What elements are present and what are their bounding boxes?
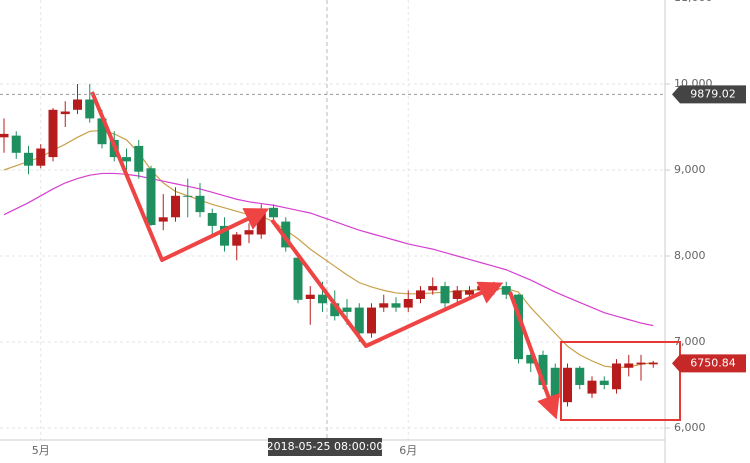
x-tick-label: 5月 xyxy=(32,444,50,457)
candle-body xyxy=(465,290,474,295)
moving-average-line xyxy=(3,172,654,327)
candle-body xyxy=(269,207,278,218)
candle-body xyxy=(97,118,107,145)
candle-body xyxy=(318,294,327,304)
candle-body xyxy=(428,286,438,291)
annotation-arrows xyxy=(90,91,560,420)
candle-body xyxy=(85,99,95,119)
candle-body xyxy=(440,286,450,304)
candle-body xyxy=(158,217,168,222)
price-tag-label: 6750.84 xyxy=(690,356,736,369)
candle-body xyxy=(538,354,548,385)
candle-body xyxy=(73,99,82,110)
y-tick-label: 9,000 xyxy=(674,163,706,176)
candle-body xyxy=(134,145,144,172)
candle-body xyxy=(48,109,58,158)
candle-body xyxy=(587,380,597,394)
candle-body xyxy=(207,212,217,226)
x-tick-label: 6月 xyxy=(399,444,417,457)
candle-body xyxy=(195,195,205,213)
candle-body xyxy=(416,290,425,299)
y-tick-label: 6,000 xyxy=(674,421,706,434)
candle-body xyxy=(648,362,658,365)
candle-body xyxy=(636,362,646,365)
candle-body xyxy=(563,367,572,403)
y-tick-label: 8,000 xyxy=(674,249,706,262)
candle-body xyxy=(330,303,340,317)
candle-body xyxy=(612,363,621,390)
candle-body xyxy=(11,135,21,153)
candle-body xyxy=(575,367,585,385)
candle-body xyxy=(0,133,9,138)
candle-body xyxy=(281,221,291,248)
candle-body xyxy=(501,286,511,295)
price-tag xyxy=(672,354,746,373)
candle-body xyxy=(60,111,70,115)
candle-body xyxy=(514,294,523,360)
candle-body xyxy=(171,195,180,218)
candle-body xyxy=(146,168,156,226)
candle-body xyxy=(379,303,389,308)
candle-body xyxy=(403,298,413,308)
price-tag xyxy=(672,85,746,104)
candle-body xyxy=(624,363,634,368)
crosshair-label: 2018-05-25 08:00:00 xyxy=(267,440,384,453)
candle-body xyxy=(232,234,242,246)
candle-body xyxy=(122,157,131,162)
candle-body xyxy=(367,307,376,334)
highlight-box xyxy=(560,341,681,421)
price-tag-label: 9879.02 xyxy=(690,87,736,100)
candle-body xyxy=(220,225,229,246)
candle-body xyxy=(354,307,364,334)
candle-body xyxy=(526,354,536,364)
candle-body xyxy=(342,307,352,312)
candle-body xyxy=(452,290,462,299)
candle-body xyxy=(391,303,401,308)
candle-body xyxy=(550,367,560,398)
candle-body xyxy=(183,195,193,197)
candle-body xyxy=(293,257,303,300)
candle-body xyxy=(305,294,315,299)
candle-body xyxy=(599,380,609,385)
candle-body xyxy=(244,230,254,235)
crosshair-tag xyxy=(268,438,382,456)
candle-body xyxy=(36,148,46,166)
y-tick-label: 7,000 xyxy=(674,335,706,348)
moving-average-line xyxy=(3,129,654,369)
candle-body xyxy=(24,152,33,166)
y-tick-label: 11,000 xyxy=(674,0,713,4)
